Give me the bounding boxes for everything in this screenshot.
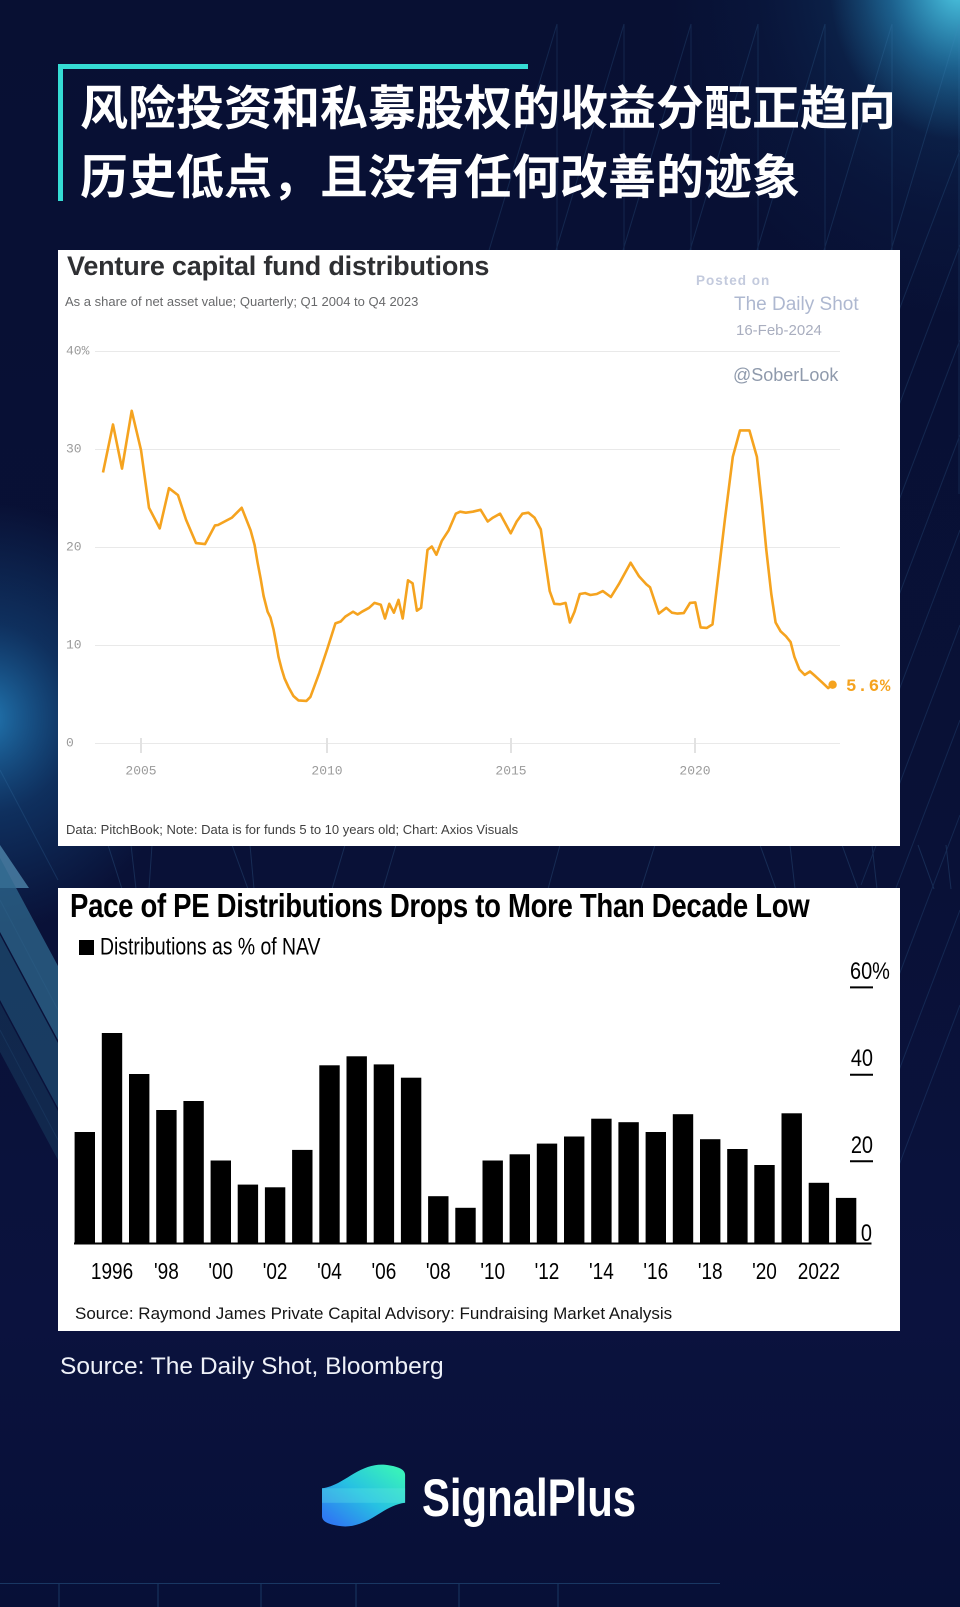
svg-text:2015: 2015 bbox=[495, 764, 526, 779]
svg-text:30: 30 bbox=[66, 442, 82, 457]
svg-text:2020: 2020 bbox=[679, 764, 710, 779]
svg-text:'08: '08 bbox=[426, 1259, 451, 1284]
svg-text:'16: '16 bbox=[643, 1259, 668, 1284]
svg-text:'18: '18 bbox=[698, 1259, 723, 1284]
svg-text:40: 40 bbox=[851, 1044, 873, 1071]
svg-text:'02: '02 bbox=[263, 1259, 288, 1284]
svg-text:5.6%: 5.6% bbox=[846, 677, 891, 697]
svg-text:'98: '98 bbox=[154, 1259, 179, 1284]
svg-text:2005: 2005 bbox=[125, 764, 156, 779]
svg-text:10: 10 bbox=[66, 638, 82, 653]
svg-text:1996: 1996 bbox=[91, 1259, 133, 1284]
svg-text:0: 0 bbox=[66, 736, 74, 751]
svg-text:0: 0 bbox=[861, 1219, 872, 1246]
svg-text:2010: 2010 bbox=[311, 764, 342, 779]
svg-text:'12: '12 bbox=[535, 1259, 560, 1284]
svg-text:'04: '04 bbox=[317, 1259, 342, 1284]
svg-text:'00: '00 bbox=[208, 1259, 233, 1284]
svg-text:'20: '20 bbox=[752, 1259, 777, 1284]
svg-text:20: 20 bbox=[851, 1131, 873, 1158]
svg-text:60%: 60% bbox=[850, 957, 890, 984]
svg-text:20: 20 bbox=[66, 540, 82, 555]
svg-text:'06: '06 bbox=[372, 1259, 397, 1284]
svg-text:'14: '14 bbox=[589, 1259, 614, 1284]
svg-text:40%: 40% bbox=[66, 344, 90, 359]
svg-text:'10: '10 bbox=[480, 1259, 505, 1284]
svg-text:2022: 2022 bbox=[798, 1259, 840, 1284]
